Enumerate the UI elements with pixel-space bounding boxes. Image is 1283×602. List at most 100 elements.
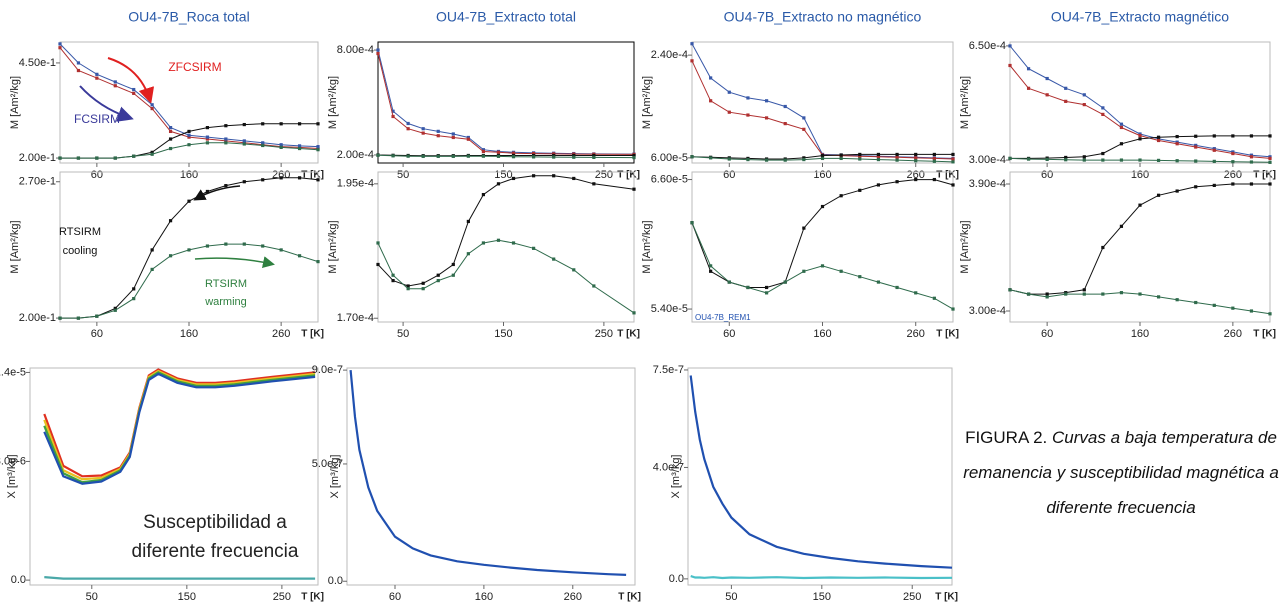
point [496,182,501,186]
point [150,267,154,272]
point [451,135,455,140]
point [783,158,787,162]
x-tick-label: 260 [1224,169,1242,181]
point [76,316,81,320]
x-axis-label: T [K] [618,592,641,602]
point [1026,67,1031,71]
point [1231,134,1235,138]
point [168,137,173,141]
point [1101,112,1105,117]
point [316,122,320,126]
series-line [691,43,954,159]
point [914,159,918,163]
point [1249,153,1254,157]
point [876,157,881,162]
point [261,143,265,148]
point [839,153,843,157]
x-tick-label: 50 [397,169,409,181]
point [58,316,62,320]
y-tick-label: 2.00e-1 [19,152,56,164]
point [205,189,210,194]
point [1138,292,1142,296]
point [1064,155,1068,160]
point [451,154,455,158]
point [421,127,425,131]
x-tick-label: 60 [723,328,735,340]
annotation: Susceptibilidad a [143,512,287,533]
point [572,176,576,181]
point [1082,93,1086,97]
point [532,174,536,178]
point [552,155,556,159]
point [261,122,265,126]
caption: FIGURA 2. Curvas a baja temperatura de r… [962,420,1280,525]
point [1156,193,1161,197]
point [436,129,440,133]
point [1064,86,1068,90]
series-line [689,375,953,569]
point [224,242,228,246]
point [242,242,246,246]
y-axis-label: M [Am²/kg] [9,76,21,129]
point [376,241,380,245]
point [406,127,410,131]
point [895,152,899,157]
y-tick-label: 5.0e-7 [312,458,343,470]
x-tick-label: 50 [86,591,98,602]
point [592,153,596,158]
point [914,177,918,182]
y-tick-label: 7.5e-7 [653,364,684,376]
y-tick-label: 4.0e-7 [653,461,684,473]
plot-frame [1009,171,1271,323]
point [279,176,283,180]
series-line [377,53,635,155]
point [932,152,936,157]
point [224,139,228,143]
point [316,148,320,152]
point [932,156,936,161]
point [279,122,283,126]
point [1026,292,1031,296]
series-line [377,239,635,314]
point [1138,132,1142,136]
y-axis-label: M [Am²/kg] [327,76,339,129]
x-tick-label: 250 [595,169,613,181]
point [481,149,486,154]
point [1231,151,1235,156]
y-tick-label: 1.4e-5 [0,366,26,378]
point [316,178,320,182]
point [466,135,470,140]
point [802,116,806,120]
point [1175,142,1179,146]
point [532,246,536,250]
point [95,314,99,318]
point [783,104,787,109]
point [914,156,918,160]
point [187,129,191,134]
x-tick-label: 160 [813,328,831,340]
point [572,153,576,158]
point [727,157,731,161]
point [876,152,881,157]
point [895,155,899,159]
annotation: OU4-7B_REM1 [695,313,751,322]
point [1212,303,1216,307]
point [876,280,881,284]
point [932,296,936,300]
caption-text: Curvas a baja temperatura de remanencia … [963,428,1279,517]
point [205,126,210,130]
point [746,285,750,290]
x-axis-label: T [K] [1253,170,1276,181]
x-axis-label: T [K] [936,170,959,181]
point [1156,135,1161,139]
y-tick-label: 6.00e-5 [651,152,688,164]
point [1119,158,1124,162]
point [1212,148,1216,152]
point [205,141,210,145]
point [572,268,576,272]
point [1249,155,1254,159]
series-line [691,179,954,288]
y-axis-label: M [Am²/kg] [9,220,21,273]
point [858,152,862,157]
point [1156,158,1161,162]
